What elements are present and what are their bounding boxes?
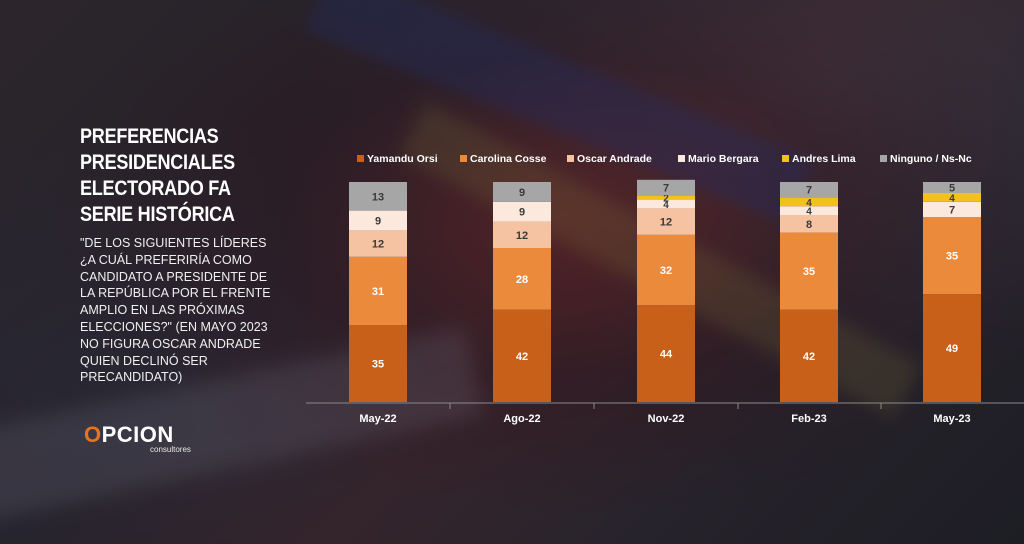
x-tick-label: Nov-22 bbox=[648, 413, 685, 425]
x-tick-label: Feb-23 bbox=[791, 413, 826, 425]
bar-segment bbox=[493, 182, 551, 202]
data-label: 9 bbox=[375, 216, 381, 228]
data-label: 12 bbox=[516, 230, 528, 242]
bar-segment bbox=[637, 199, 695, 209]
title-line-4: SERIE HISTÓRICA bbox=[80, 203, 235, 226]
legend-entry: Yamandu Orsi bbox=[367, 153, 438, 165]
bar-segment bbox=[923, 294, 981, 402]
title-line-1: PREFERENCIAS bbox=[80, 125, 219, 148]
data-label: 42 bbox=[803, 351, 815, 363]
bar-segment bbox=[780, 206, 838, 215]
data-label: 12 bbox=[372, 239, 384, 251]
data-label: 7 bbox=[663, 183, 669, 195]
legend-swatch bbox=[782, 155, 789, 162]
title-line-2: PRESIDENCIALES bbox=[80, 151, 235, 174]
legend-entry: Mario Bergara bbox=[688, 153, 759, 165]
x-tick-label: May-23 bbox=[933, 413, 970, 425]
data-label: 31 bbox=[372, 286, 384, 298]
legend-entry: Ninguno / Ns-Nc bbox=[890, 153, 972, 165]
data-label: 35 bbox=[372, 359, 384, 371]
bar-segment bbox=[637, 195, 695, 200]
data-label: 4 bbox=[806, 207, 812, 218]
legend-entry: Carolina Cosse bbox=[470, 153, 547, 165]
data-label: 35 bbox=[946, 251, 958, 263]
legend-entry: Andres Lima bbox=[792, 153, 856, 165]
legend-swatch bbox=[880, 155, 887, 162]
legend-swatch bbox=[678, 155, 685, 162]
bar-segment bbox=[923, 217, 981, 295]
legend-swatch bbox=[357, 155, 364, 162]
opcion-logo: OPCION consultores bbox=[84, 422, 191, 455]
bar-segment bbox=[493, 201, 551, 222]
page-title: PREFERENCIAS PRESIDENCIALES ELECTORADO F… bbox=[80, 124, 269, 228]
legend-swatch bbox=[460, 155, 467, 162]
bar-segment bbox=[349, 325, 407, 402]
bar-segment bbox=[637, 305, 695, 402]
bar-segment bbox=[637, 234, 695, 306]
data-label: 2 bbox=[663, 193, 669, 204]
data-label: 12 bbox=[660, 217, 672, 229]
bar-segment bbox=[349, 182, 407, 211]
logo-subtitle: consultores bbox=[150, 445, 191, 454]
data-label: 9 bbox=[519, 207, 525, 219]
data-label: 35 bbox=[803, 266, 815, 278]
data-label: 8 bbox=[806, 219, 812, 231]
bar-segment bbox=[780, 232, 838, 310]
legend-swatch bbox=[567, 155, 574, 162]
bar-segment bbox=[493, 221, 551, 248]
bar-segment bbox=[349, 256, 407, 325]
bar-segment bbox=[349, 210, 407, 231]
data-label: 28 bbox=[516, 274, 528, 286]
bar-segment bbox=[637, 179, 695, 196]
bar-segment bbox=[349, 230, 407, 257]
data-label: 42 bbox=[516, 351, 528, 363]
data-label: 7 bbox=[806, 185, 812, 197]
data-label: 4 bbox=[949, 193, 955, 204]
bar-segment bbox=[637, 208, 695, 235]
x-tick-label: May-22 bbox=[359, 413, 396, 425]
data-label: 49 bbox=[946, 343, 958, 355]
bar-segment bbox=[780, 309, 838, 402]
data-label: 13 bbox=[372, 191, 384, 203]
bar-segment bbox=[493, 248, 551, 310]
data-label: 44 bbox=[660, 349, 673, 361]
data-label: 9 bbox=[519, 187, 525, 199]
logo-wordmark: OPCION bbox=[84, 422, 174, 447]
data-label: 4 bbox=[806, 198, 812, 209]
bar-segment bbox=[780, 215, 838, 233]
bar-segment bbox=[493, 309, 551, 402]
bar-segment bbox=[923, 193, 981, 202]
data-label: 32 bbox=[660, 265, 672, 277]
bar-segment bbox=[780, 197, 838, 207]
data-label: 7 bbox=[949, 205, 955, 217]
title-line-3: ELECTORADO FA bbox=[80, 177, 231, 200]
data-label: 4 bbox=[663, 200, 669, 211]
survey-question: "DE LOS SIGUIENTES LÍDERES ¿A CUÁL PREFE… bbox=[80, 236, 271, 385]
bar-segment bbox=[923, 201, 981, 218]
x-tick-label: Ago-22 bbox=[503, 413, 540, 425]
legend-entry: Oscar Andrade bbox=[577, 153, 652, 165]
data-label: 5 bbox=[949, 183, 955, 195]
bar-segment bbox=[780, 182, 838, 198]
bar-segment bbox=[923, 182, 981, 193]
